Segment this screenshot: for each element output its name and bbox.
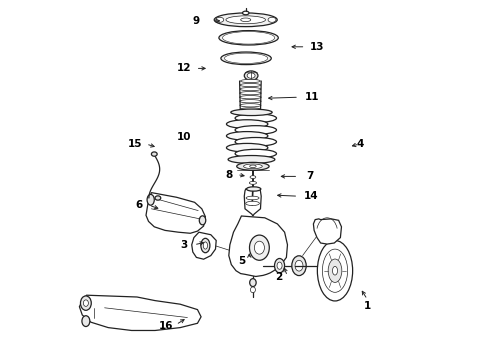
Ellipse shape [254, 241, 265, 254]
Polygon shape [146, 193, 205, 233]
Ellipse shape [245, 71, 258, 80]
Text: 14: 14 [304, 191, 319, 201]
Ellipse shape [203, 242, 208, 249]
Ellipse shape [237, 35, 260, 41]
Ellipse shape [240, 108, 261, 111]
Text: 5: 5 [238, 256, 245, 266]
Ellipse shape [240, 104, 261, 107]
Ellipse shape [228, 54, 264, 63]
Ellipse shape [82, 316, 90, 327]
Ellipse shape [226, 132, 268, 140]
Text: 12: 12 [176, 63, 191, 73]
Polygon shape [229, 216, 288, 276]
Ellipse shape [333, 266, 338, 275]
Text: 6: 6 [135, 200, 143, 210]
Ellipse shape [245, 201, 259, 206]
Ellipse shape [221, 52, 271, 65]
Ellipse shape [243, 36, 254, 40]
Ellipse shape [235, 138, 276, 146]
Ellipse shape [241, 57, 251, 60]
Ellipse shape [318, 240, 353, 301]
Ellipse shape [222, 32, 275, 44]
Ellipse shape [250, 176, 256, 179]
Polygon shape [314, 219, 342, 244]
Ellipse shape [322, 249, 347, 292]
Text: 11: 11 [304, 92, 319, 102]
Ellipse shape [247, 73, 255, 78]
Ellipse shape [214, 13, 277, 27]
Text: 3: 3 [180, 240, 188, 250]
Polygon shape [192, 232, 216, 259]
Text: 10: 10 [176, 132, 191, 142]
Text: 4: 4 [357, 139, 364, 149]
Ellipse shape [240, 100, 261, 103]
Ellipse shape [80, 296, 91, 310]
Ellipse shape [231, 109, 272, 116]
Ellipse shape [219, 31, 278, 45]
Polygon shape [245, 189, 261, 216]
Ellipse shape [224, 53, 268, 63]
Ellipse shape [235, 126, 276, 134]
Text: 15: 15 [128, 139, 143, 149]
Ellipse shape [274, 258, 285, 273]
Text: 16: 16 [159, 321, 173, 331]
Ellipse shape [147, 194, 154, 205]
Ellipse shape [246, 196, 259, 200]
Ellipse shape [235, 56, 257, 61]
Ellipse shape [240, 84, 261, 87]
Ellipse shape [250, 279, 256, 287]
Ellipse shape [240, 91, 261, 95]
Ellipse shape [231, 33, 267, 42]
Ellipse shape [249, 181, 257, 184]
Text: 13: 13 [310, 42, 324, 52]
Ellipse shape [232, 55, 261, 62]
Ellipse shape [155, 196, 161, 200]
Text: 2: 2 [275, 272, 283, 282]
Ellipse shape [250, 165, 256, 168]
Ellipse shape [227, 33, 270, 43]
Ellipse shape [237, 162, 269, 170]
Polygon shape [79, 295, 201, 330]
Ellipse shape [199, 216, 206, 225]
Text: 1: 1 [364, 301, 371, 311]
Ellipse shape [235, 149, 276, 158]
Ellipse shape [235, 114, 276, 122]
Ellipse shape [328, 259, 342, 282]
Text: 8: 8 [225, 170, 232, 180]
Text: 7: 7 [306, 171, 314, 181]
Ellipse shape [226, 16, 266, 24]
Ellipse shape [226, 143, 268, 152]
Ellipse shape [226, 120, 268, 129]
Ellipse shape [249, 235, 270, 260]
Ellipse shape [250, 287, 255, 293]
Ellipse shape [234, 34, 263, 41]
Text: 9: 9 [193, 16, 200, 26]
Ellipse shape [151, 152, 157, 156]
Ellipse shape [201, 238, 210, 253]
Ellipse shape [216, 17, 224, 22]
Ellipse shape [228, 156, 275, 163]
Ellipse shape [277, 262, 282, 269]
Ellipse shape [240, 96, 261, 99]
Ellipse shape [246, 187, 261, 191]
Ellipse shape [243, 11, 249, 15]
Ellipse shape [292, 256, 306, 276]
Ellipse shape [241, 80, 260, 83]
Ellipse shape [240, 87, 261, 91]
Ellipse shape [244, 164, 262, 168]
Ellipse shape [241, 18, 251, 22]
Ellipse shape [83, 300, 88, 306]
Ellipse shape [241, 112, 260, 115]
Ellipse shape [239, 57, 254, 60]
Ellipse shape [268, 17, 276, 22]
Ellipse shape [295, 260, 303, 271]
